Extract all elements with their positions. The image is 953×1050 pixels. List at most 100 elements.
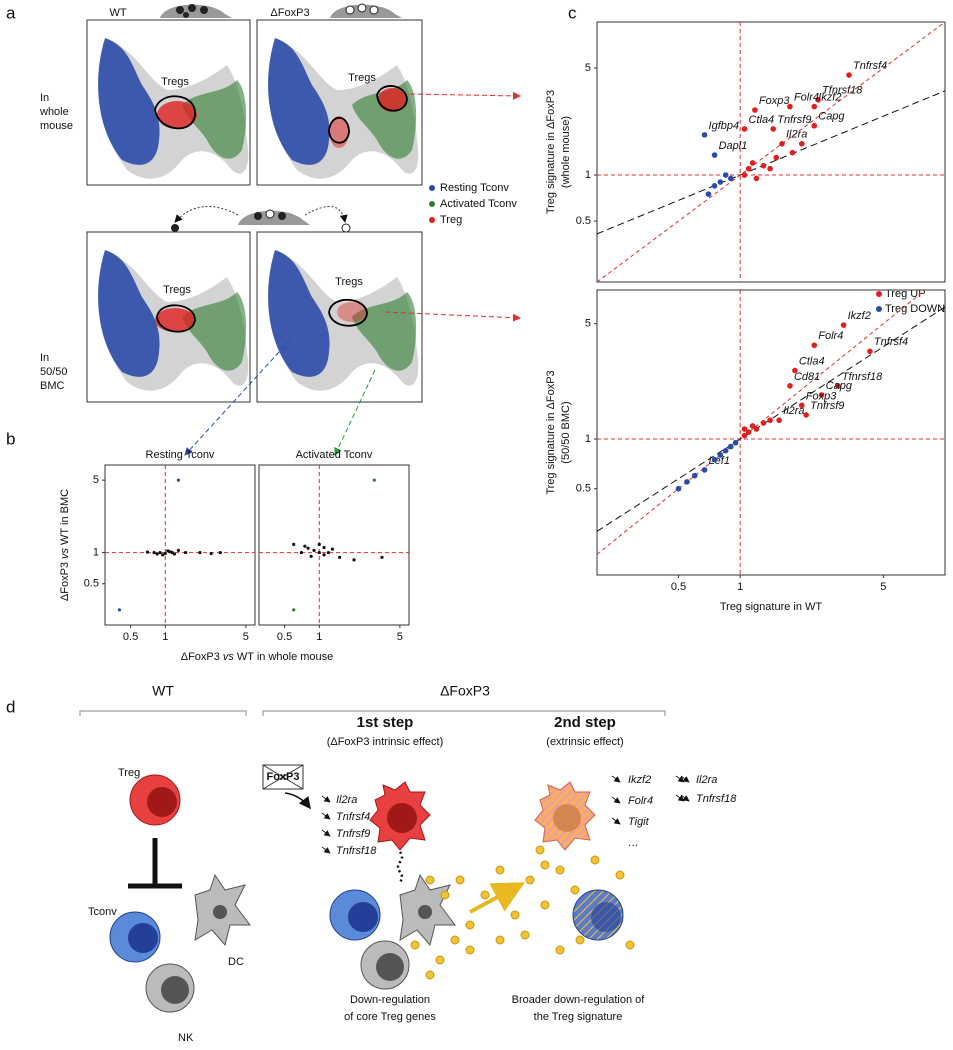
y-tick-label: 5 bbox=[93, 474, 99, 486]
down-arrow bbox=[680, 775, 690, 783]
y-tick-label: 5 bbox=[585, 318, 591, 330]
row-label: In bbox=[40, 352, 49, 364]
down-arrow bbox=[611, 775, 621, 783]
arrow bbox=[409, 91, 521, 100]
point bbox=[749, 160, 756, 166]
point bbox=[711, 456, 718, 463]
cytokine-dot bbox=[520, 930, 530, 940]
point bbox=[309, 554, 313, 558]
x-tick-label: 1 bbox=[316, 631, 322, 643]
axis-label-part: ΔFoxP3 bbox=[59, 562, 71, 601]
x-tick-label: 0.5 bbox=[671, 581, 686, 593]
down-arrow bbox=[321, 846, 331, 854]
row-label: mouse bbox=[40, 120, 73, 132]
point bbox=[183, 550, 188, 555]
point bbox=[811, 103, 818, 110]
cytokine-dot bbox=[575, 935, 585, 945]
umap-panel: WT ΔFoxP3 In whole mouse In 50/50 BMC Tr… bbox=[39, 3, 521, 456]
x-tick-label: 0.5 bbox=[123, 631, 138, 643]
point-label: Folr4 bbox=[818, 330, 843, 342]
point bbox=[684, 479, 690, 485]
point bbox=[722, 447, 729, 454]
cytokine-dot bbox=[510, 910, 520, 920]
down-arrow bbox=[321, 795, 331, 803]
gene-label: Tnfrsf4 bbox=[336, 811, 370, 823]
umap-plot: Tregs bbox=[256, 231, 423, 403]
point bbox=[803, 412, 809, 418]
y-tick-label: 0.5 bbox=[84, 578, 99, 590]
point bbox=[705, 191, 712, 197]
point bbox=[799, 140, 805, 147]
point bbox=[372, 478, 376, 482]
chart-title: Resting Tconv bbox=[146, 449, 215, 461]
cytokine-dot bbox=[540, 860, 550, 870]
umap-plot: Tregs bbox=[256, 19, 423, 186]
point bbox=[818, 392, 825, 398]
caption: of core Treg genes bbox=[344, 1011, 436, 1023]
point-label: Ikzf2 bbox=[848, 310, 871, 322]
point bbox=[701, 467, 708, 473]
point bbox=[691, 472, 698, 479]
cytokine-dot bbox=[465, 920, 475, 930]
model-diagram: WT ΔFoxP3 1st step (ΔFoxP3 intrinsic eff… bbox=[79, 683, 737, 1044]
cytokine-dot bbox=[570, 885, 580, 895]
arrow bbox=[184, 339, 291, 456]
x-tick-label: 0.5 bbox=[277, 631, 292, 643]
down-arrow bbox=[680, 794, 690, 802]
gene-label: Il2ra bbox=[336, 794, 357, 806]
point bbox=[741, 432, 748, 439]
down-arrow bbox=[321, 812, 331, 820]
caption: the Treg signature bbox=[534, 1011, 623, 1023]
cell-label: DC bbox=[228, 956, 244, 968]
gene-label: Tigit bbox=[628, 816, 650, 828]
point bbox=[753, 175, 760, 182]
point bbox=[161, 553, 165, 557]
down-arrow bbox=[321, 829, 331, 837]
step-subtitle: (extrinsic effect) bbox=[546, 736, 623, 748]
gene-label: Ikzf2 bbox=[628, 774, 651, 786]
cytokine-dot bbox=[615, 870, 625, 880]
point bbox=[166, 549, 170, 553]
y-tick-label: 1 bbox=[585, 169, 591, 181]
point-label: Tfnrsf18 bbox=[842, 371, 883, 383]
point bbox=[317, 542, 321, 546]
column-title: ΔFoxP3 bbox=[270, 7, 309, 19]
caption: Down-regulation bbox=[350, 994, 430, 1006]
cytokine-dot bbox=[465, 945, 475, 955]
point bbox=[711, 183, 718, 189]
step-subtitle: (ΔFoxP3 intrinsic effect) bbox=[327, 736, 444, 748]
legend-marker bbox=[429, 217, 435, 223]
point bbox=[701, 132, 708, 138]
point bbox=[752, 107, 758, 113]
plot-frame bbox=[104, 464, 256, 626]
point-label: Ctla4 bbox=[749, 114, 775, 126]
axis-label: Treg signature in ΔFoxP3 bbox=[545, 90, 557, 214]
cytokine-dot bbox=[535, 845, 545, 855]
point bbox=[867, 348, 873, 355]
axis-label-part: vs bbox=[59, 547, 71, 559]
gene-label: … bbox=[628, 837, 639, 849]
point-label: Il2ra bbox=[786, 129, 807, 141]
cytokine-dot bbox=[425, 970, 435, 980]
axis-label-part: ΔFoxP3 bbox=[181, 651, 220, 663]
arrow bbox=[384, 311, 521, 322]
group-label: ΔFoxP3 bbox=[440, 683, 490, 699]
gene-label: Folr4 bbox=[628, 795, 653, 807]
cytokine-dot bbox=[410, 940, 420, 950]
legend-label: Treg UP bbox=[885, 288, 926, 300]
row-label: 50/50 bbox=[40, 366, 68, 378]
point bbox=[745, 165, 752, 172]
legend-marker bbox=[429, 185, 435, 191]
point bbox=[145, 550, 150, 554]
axis-label: Treg signature in WT bbox=[720, 601, 823, 613]
point bbox=[380, 555, 384, 559]
row-label: In bbox=[40, 92, 49, 104]
plot-frame bbox=[258, 464, 410, 626]
point bbox=[749, 423, 756, 429]
point bbox=[770, 126, 777, 132]
point bbox=[717, 179, 724, 185]
y-tick-label: 0.5 bbox=[576, 215, 591, 227]
y-tick-label: 0.5 bbox=[576, 483, 591, 495]
point bbox=[218, 550, 222, 555]
legend-label: Treg DOWN bbox=[885, 303, 945, 315]
